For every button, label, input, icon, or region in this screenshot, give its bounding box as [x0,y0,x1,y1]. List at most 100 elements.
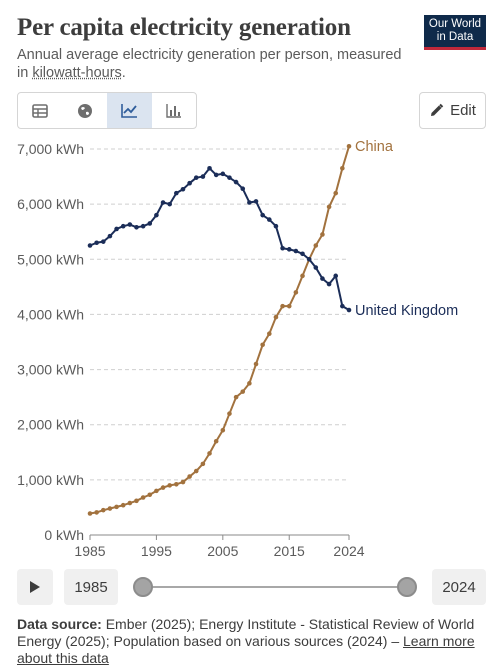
data-point [227,411,232,416]
data-point [233,179,239,185]
timeline-start-handle[interactable] [133,577,153,597]
data-point [320,276,325,281]
y-tick-label: 0 kWh [44,527,84,543]
timeline-start-year[interactable]: 1985 [64,569,118,605]
data-point [300,273,305,279]
data-point [326,281,332,287]
data-point [193,175,199,180]
data-point [100,239,106,244]
logo-line-2: in Data [436,31,474,43]
data-point [147,221,153,226]
series-label: China [355,139,394,155]
data-point [154,488,159,494]
data-point [340,303,345,309]
data-point [247,381,252,386]
owid-logo[interactable]: Our World in Data [424,15,486,50]
data-point [213,438,219,444]
data-point [240,186,246,192]
view-tabs [17,92,197,129]
x-tick-label: 1995 [141,543,172,559]
timeline-end-year[interactable]: 2024 [432,569,486,605]
data-point [320,232,325,237]
data-point [233,394,239,400]
data-point [134,498,139,504]
data-point [207,166,212,171]
data-point [293,248,299,254]
data-point [187,474,192,479]
y-tick-label: 2,000 kWh [17,417,84,433]
data-point [313,243,319,248]
subtitle-end: . [121,65,126,81]
data-point [300,251,305,257]
table-icon [32,103,49,118]
y-tick-label: 3,000 kWh [17,362,84,378]
data-point [207,451,212,456]
data-point [286,247,292,252]
data-point [313,265,319,270]
globe-icon [77,103,92,118]
data-point [127,500,133,506]
data-point [220,171,226,177]
data-point [227,175,232,180]
source-label: Data source: [17,616,102,632]
data-point [333,190,339,196]
line-chart: 0 kWh 1,000 kWh 2,000 kWh 3,000 kWh 4,000 kW… [17,139,458,559]
edit-button[interactable]: Edit [419,92,486,129]
tab-table[interactable] [18,93,63,128]
data-point [140,495,146,500]
data-point [273,314,279,320]
data-point [267,331,272,337]
data-point [107,506,113,511]
data-point [200,461,206,467]
data-point [280,303,285,309]
source-text: Ember (2025); Energy Institute - Statist… [17,616,475,649]
series-line [89,145,350,515]
data-point [174,190,179,196]
data-point [180,479,186,485]
x-tick-label: 2005 [207,543,238,559]
data-point [306,256,312,262]
data-point [160,485,166,490]
data-point [220,427,226,433]
bar-chart-icon [166,104,181,118]
data-point [120,223,126,229]
data-point [160,200,166,205]
data-point [180,186,186,192]
y-tick-label: 1,000 kWh [17,472,84,488]
y-tick-label: 6,000 kWh [17,196,84,212]
data-point [346,307,352,313]
subtitle-text: Annual average electricity generation pe… [17,47,402,81]
timeline-end-handle[interactable] [397,577,417,597]
edit-label: Edit [450,102,476,119]
line-chart-icon [120,104,137,118]
series-line [89,167,350,311]
kilowatt-hours-link[interactable]: kilowatt-hours [32,65,122,81]
data-point [87,243,93,248]
data-point [213,172,219,178]
timeline-track[interactable] [143,586,407,588]
tab-bar[interactable] [152,93,197,128]
data-point [167,201,172,207]
data-point [107,233,113,239]
logo-line-1: Our World [428,18,482,30]
tab-map[interactable] [63,93,108,128]
y-tick-label: 7,000 kWh [17,141,84,157]
x-tick-label: 1985 [74,543,105,559]
data-point [94,510,99,515]
data-point [100,507,106,513]
play-button[interactable] [17,569,53,605]
data-point [94,240,99,246]
data-point [260,342,265,348]
y-tick-label: 4,000 kWh [17,306,84,322]
x-tick-label: 2015 [274,543,305,559]
chart-subtitle: Annual average electricity generation pe… [17,46,407,82]
learn-more-link[interactable]: Learn more about this data [17,633,475,666]
data-point [140,223,146,229]
data-source: Data source: Ember (2025); Energy Instit… [17,616,487,667]
data-point [286,303,292,309]
series-label: United Kingdom [355,303,458,319]
data-point [346,143,352,149]
tab-chart[interactable] [107,93,152,128]
data-point [114,504,119,510]
data-point [280,245,285,251]
